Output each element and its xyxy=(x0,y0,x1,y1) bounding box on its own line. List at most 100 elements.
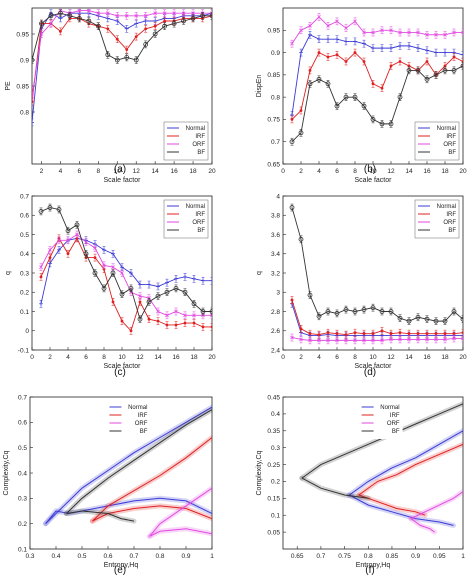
legend-label: Normal xyxy=(380,405,399,411)
x-tick-label: 2 xyxy=(40,168,44,175)
series-group xyxy=(299,401,463,535)
data-point xyxy=(144,27,148,31)
data-point xyxy=(388,121,394,127)
y-tick-label: 3.4 xyxy=(271,251,280,258)
series-line-orf xyxy=(291,337,463,341)
data-point xyxy=(75,232,79,237)
x-tick-label: 0 xyxy=(30,354,34,361)
data-point xyxy=(155,293,161,299)
panel-5: 0.65 0.7 0.75 0.8 0.85 0.9 0.95 1 0.05 0.1 0.15 0.2… xyxy=(256,394,465,576)
x-tick-label: 1 xyxy=(461,553,465,560)
data-point xyxy=(335,53,339,57)
data-point xyxy=(192,321,196,325)
data-point xyxy=(325,81,331,87)
data-point xyxy=(371,82,375,86)
y-tick-label: 0.3 xyxy=(271,445,280,452)
data-point xyxy=(65,228,71,234)
data-point xyxy=(344,60,348,63)
legend-label: BF xyxy=(197,150,205,156)
data-point xyxy=(77,8,82,13)
data-point xyxy=(183,313,187,318)
data-point xyxy=(147,317,151,321)
data-point xyxy=(174,323,178,327)
data-point xyxy=(316,313,322,319)
legend-label: ORF xyxy=(135,421,148,427)
data-point xyxy=(156,309,160,314)
data-point xyxy=(451,68,457,73)
curve-normal-upper xyxy=(349,430,463,496)
series-line-orf xyxy=(40,233,212,316)
x-tick-label: 16 xyxy=(170,168,178,175)
series-line-irf xyxy=(291,299,463,336)
data-point xyxy=(308,23,312,28)
y-tick-label: 4 xyxy=(276,193,280,200)
data-point xyxy=(289,139,295,145)
data-point xyxy=(134,21,139,26)
data-point xyxy=(316,76,322,82)
data-point xyxy=(83,251,89,257)
x-tick-label: 6 xyxy=(335,168,339,175)
x-tick-label: 18 xyxy=(189,168,197,175)
data-point xyxy=(299,337,303,342)
curve-bf-upper xyxy=(301,403,463,479)
data-point xyxy=(389,337,393,342)
x-tick-label: 10 xyxy=(369,354,377,361)
legend-label: IRF xyxy=(195,212,205,218)
data-point xyxy=(182,289,188,295)
y-tick-label: 0.3 xyxy=(20,270,29,277)
data-point xyxy=(452,55,456,59)
curve-normal-upper xyxy=(45,406,212,525)
data-point xyxy=(460,63,463,69)
data-point xyxy=(115,13,120,18)
data-point xyxy=(39,21,44,27)
data-point xyxy=(425,337,429,342)
y-axis-label: PE xyxy=(5,81,12,91)
panel-2: 0 2 4 6 8 10 12 14 16 18 20-0.100.10.20.30.40.50.6… xyxy=(5,193,216,378)
data-point xyxy=(415,68,421,73)
x-axis-label: Scale factor xyxy=(355,363,393,370)
data-point xyxy=(371,332,375,336)
y-tick-label: 0.1 xyxy=(18,546,27,553)
x-tick-label: 20 xyxy=(459,168,467,175)
data-point xyxy=(48,13,54,19)
data-point xyxy=(39,32,44,36)
data-point xyxy=(434,332,438,336)
data-point xyxy=(398,337,402,342)
data-point xyxy=(352,309,358,314)
data-point xyxy=(209,309,212,314)
data-point xyxy=(451,309,457,314)
data-point xyxy=(380,46,384,51)
data-point xyxy=(125,48,129,51)
data-point xyxy=(172,11,176,16)
data-point xyxy=(370,305,376,311)
legend: Normal IRF ORF BF xyxy=(163,121,209,161)
data-point xyxy=(307,81,313,87)
x-tick-label: 4 xyxy=(59,168,63,175)
data-point xyxy=(335,338,339,343)
data-point xyxy=(425,60,429,63)
data-point xyxy=(460,316,463,322)
data-point xyxy=(317,338,321,343)
data-point xyxy=(38,208,44,214)
data-point xyxy=(58,16,63,21)
x-tick-label: 0.5 xyxy=(77,553,86,560)
series-line-irf xyxy=(291,51,463,120)
data-point xyxy=(209,13,212,19)
data-point xyxy=(452,30,456,35)
data-point xyxy=(165,323,169,327)
data-point xyxy=(290,118,294,121)
y-tick-label: 0.8 xyxy=(271,94,280,101)
x-tick-label: 2 xyxy=(299,354,303,361)
x-tick-label: 14 xyxy=(152,168,160,175)
x-tick-label: 20 xyxy=(208,354,216,361)
data-point xyxy=(344,39,348,44)
data-point xyxy=(416,46,420,51)
data-point xyxy=(362,30,366,35)
x-tick-label: 16 xyxy=(423,354,431,361)
data-point xyxy=(124,55,130,60)
data-point xyxy=(380,28,384,33)
x-tick-label: 0.6 xyxy=(103,553,112,560)
data-point xyxy=(361,103,367,109)
data-point xyxy=(299,50,303,55)
data-point xyxy=(289,205,295,210)
